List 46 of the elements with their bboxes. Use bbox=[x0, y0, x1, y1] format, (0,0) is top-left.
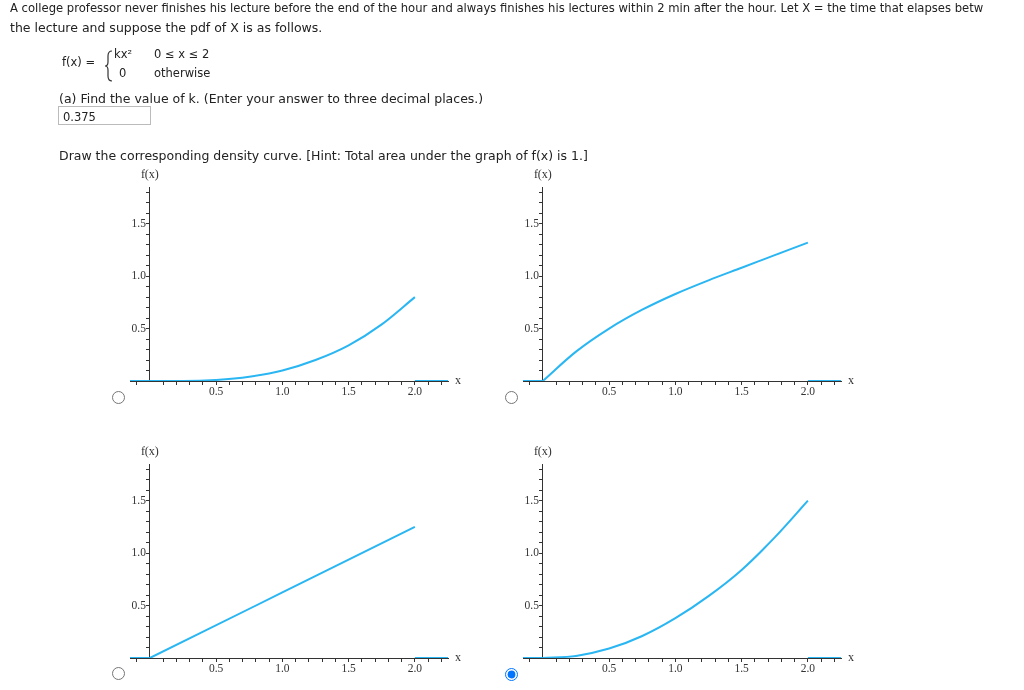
x-tick-label: 1.5 bbox=[341, 661, 357, 674]
text: A college professor never finishes his lecture before the end of the hour and always finishes his lectures within 2 min after the hour. Let X = the time that elapses betw bbox=[10, 1, 984, 15]
x-tick-label: 1.0 bbox=[668, 661, 683, 674]
y-axis-title: f(x) bbox=[140, 444, 159, 459]
text: 0 ≤ x ≤ 2 bbox=[154, 47, 210, 61]
x-tick-label: 2.0 bbox=[800, 384, 816, 397]
x-tick-label: 0.5 bbox=[208, 661, 224, 674]
x-axis-title: x bbox=[848, 650, 854, 665]
x-tick-label: 0.5 bbox=[208, 384, 224, 397]
x-axis-title: x bbox=[455, 373, 461, 388]
y-axis-title: f(x) bbox=[533, 444, 552, 459]
y-tick-label: 0.5 bbox=[131, 321, 147, 334]
x-tick-label: 0.5 bbox=[601, 661, 617, 674]
y-axis-title: f(x) bbox=[140, 167, 159, 182]
x-axis-title: x bbox=[848, 373, 854, 388]
text: the lecture and suppose the pdf of X is as follows. bbox=[10, 20, 323, 35]
text: 0.375 bbox=[63, 110, 96, 124]
y-tick-label: 1.0 bbox=[131, 546, 147, 559]
text: otherwise bbox=[154, 66, 211, 80]
y-tick-label: 1.5 bbox=[524, 216, 540, 229]
x-tick-label: 1.5 bbox=[734, 661, 750, 674]
x-tick-label: 0.5 bbox=[601, 384, 617, 397]
x-tick-label: 1.5 bbox=[341, 384, 357, 397]
text: 0 bbox=[119, 66, 127, 80]
text: kx² bbox=[114, 47, 133, 61]
y-tick-label: 1.5 bbox=[524, 493, 540, 506]
text: Draw the corresponding density curve. [Hint: Total area under the graph of f(x) is 1.] bbox=[59, 148, 588, 163]
y-tick-label: 1.0 bbox=[131, 269, 147, 282]
x-tick-label: 1.0 bbox=[275, 384, 290, 397]
y-tick-label: 1.5 bbox=[131, 216, 147, 229]
y-tick-label: 0.5 bbox=[131, 598, 147, 611]
x-tick-label: 1.5 bbox=[734, 384, 750, 397]
x-tick-label: 2.0 bbox=[407, 384, 423, 397]
text: f(x) = bbox=[62, 55, 96, 69]
y-tick-label: 0.5 bbox=[524, 321, 540, 334]
text: (a) Find the value of k. (Enter your answer to three decimal places.) bbox=[59, 91, 484, 106]
y-tick-label: 1.5 bbox=[131, 493, 147, 506]
x-tick-label: 1.0 bbox=[275, 661, 290, 674]
y-tick-label: 1.0 bbox=[524, 269, 540, 282]
x-axis-title: x bbox=[455, 650, 461, 665]
y-tick-label: 0.5 bbox=[524, 598, 540, 611]
x-tick-label: 2.0 bbox=[407, 661, 423, 674]
x-tick-label: 1.0 bbox=[668, 384, 683, 397]
y-tick-label: 1.0 bbox=[524, 546, 540, 559]
y-axis-title: f(x) bbox=[533, 167, 552, 182]
x-tick-label: 2.0 bbox=[800, 661, 816, 674]
